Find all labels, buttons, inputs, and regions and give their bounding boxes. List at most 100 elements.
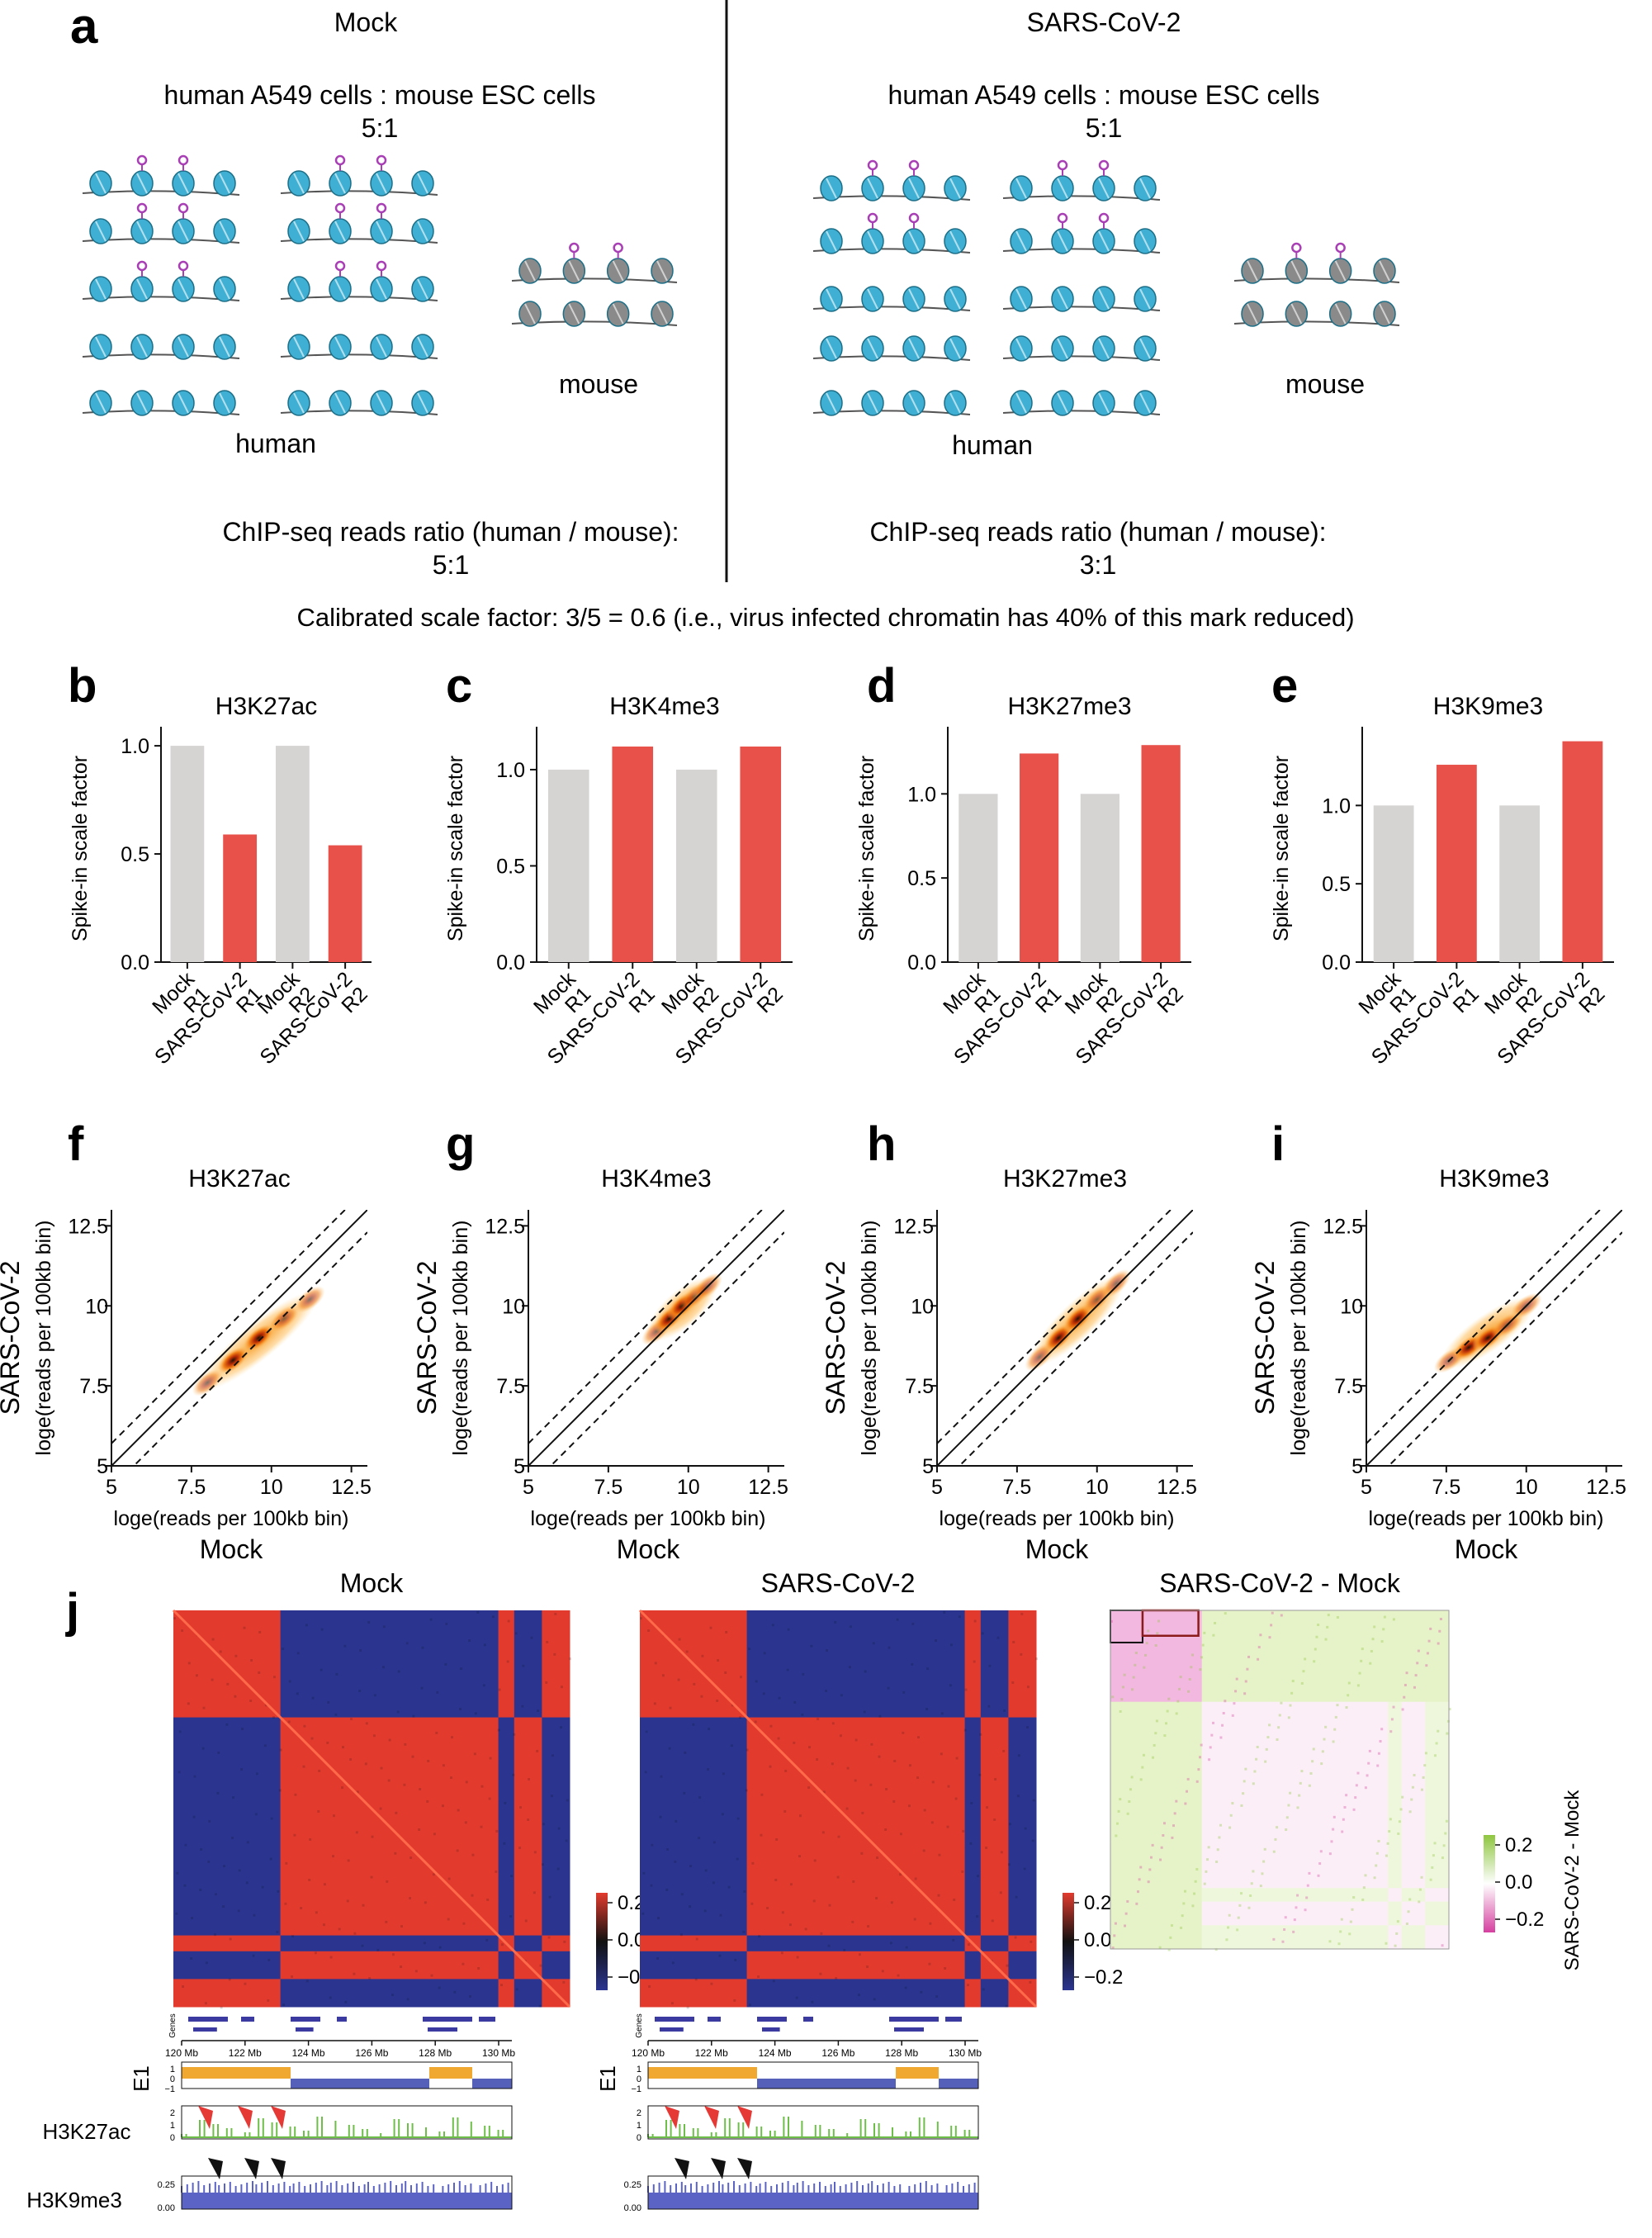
hic-noise bbox=[282, 2003, 285, 2007]
diff-noise bbox=[1209, 1746, 1212, 1749]
hic-noise bbox=[928, 1962, 931, 1965]
diff-noise bbox=[1172, 1824, 1176, 1828]
bar bbox=[328, 845, 362, 962]
diff-noise bbox=[1328, 1852, 1332, 1856]
hic-noise bbox=[533, 1891, 536, 1894]
hic-noise bbox=[686, 2006, 689, 2009]
hic-block bbox=[964, 1717, 982, 1937]
hic-block bbox=[1008, 1717, 1037, 1937]
diff-noise bbox=[1323, 1738, 1326, 1741]
diff-noise bbox=[1337, 1942, 1341, 1946]
hic-noise bbox=[1007, 1863, 1011, 1866]
hic-noise bbox=[905, 1946, 908, 1949]
hic-noise bbox=[373, 1694, 376, 1697]
black-arrowhead bbox=[675, 2158, 689, 2179]
hic-noise bbox=[245, 1881, 249, 1885]
hic-noise bbox=[214, 1893, 217, 1896]
hic-noise bbox=[730, 1744, 733, 1747]
hic-noise bbox=[700, 1695, 703, 1698]
gene-row2 bbox=[894, 2027, 924, 2032]
hic-noise bbox=[329, 1996, 332, 1999]
cov-ratio: 5:1 bbox=[1086, 113, 1122, 143]
genome-tracks: Genes 120 Mb 122 Mb 124 Mb 126 Mb 128 Mb 130 M… bbox=[26, 2013, 515, 2213]
hic-noise bbox=[748, 1648, 751, 1651]
hic-noise bbox=[317, 1809, 320, 1813]
hic-block bbox=[173, 1935, 282, 1952]
hic-noise bbox=[376, 1948, 380, 1951]
hic-noise bbox=[486, 1898, 490, 1901]
mock-ratio: 5:1 bbox=[362, 113, 398, 143]
diff-noise bbox=[1333, 1728, 1337, 1731]
hic-noise bbox=[296, 1652, 300, 1655]
diff-noise bbox=[1330, 1840, 1333, 1843]
hic-noise bbox=[937, 1894, 940, 1897]
hic-noise bbox=[967, 1984, 969, 1987]
diff-noise bbox=[1290, 1691, 1294, 1695]
hic-noise bbox=[707, 1768, 710, 1771]
hic-noise bbox=[771, 1624, 774, 1627]
scatter-title: H3K9me3 bbox=[1439, 1165, 1549, 1192]
nucleosome-stripe bbox=[826, 178, 837, 199]
diff-noise bbox=[1244, 1767, 1247, 1771]
hic-noise bbox=[404, 1743, 407, 1746]
nucleosome-stripe bbox=[293, 173, 305, 194]
hic-noise bbox=[386, 1880, 389, 1883]
offset-line bbox=[1366, 1210, 1602, 1444]
hic-noise bbox=[813, 1859, 817, 1862]
diff-noise bbox=[1244, 1680, 1247, 1683]
diff-noise bbox=[1237, 1916, 1240, 1919]
diff-noise bbox=[1277, 1726, 1280, 1729]
hic-noise bbox=[807, 1786, 811, 1790]
hic-noise bbox=[538, 2004, 542, 2008]
hic-noise bbox=[358, 1690, 362, 1692]
nucleosome-stripe bbox=[949, 230, 961, 252]
hic-noise bbox=[961, 1870, 964, 1873]
diff-noise bbox=[1345, 1706, 1348, 1709]
hic-noise bbox=[647, 1629, 651, 1633]
diff-noise bbox=[1287, 1804, 1290, 1807]
hic-noise bbox=[795, 1996, 798, 1999]
hic-noise bbox=[659, 1815, 662, 1818]
e1-tick: 1 bbox=[637, 2065, 641, 2074]
hic-noise bbox=[556, 1867, 560, 1871]
hic-noise bbox=[854, 1779, 857, 1782]
bar bbox=[959, 794, 998, 962]
hic-noise bbox=[757, 1975, 760, 1979]
hic-noise bbox=[1002, 1749, 1006, 1752]
hic-noise bbox=[916, 1776, 920, 1780]
hic-block bbox=[542, 1610, 570, 1719]
bar bbox=[547, 769, 589, 962]
diff-noise bbox=[1345, 1794, 1348, 1797]
diff-noise bbox=[1111, 1695, 1115, 1699]
hic-noise bbox=[981, 1632, 984, 1635]
hic-block bbox=[980, 1979, 1009, 2008]
diff-noise bbox=[1145, 1642, 1148, 1645]
hic-noise bbox=[651, 1843, 654, 1847]
hic-block bbox=[964, 1610, 982, 1719]
hic-noise bbox=[952, 1938, 955, 1942]
hic-noise bbox=[996, 1636, 1000, 1639]
nucleosome-stripe bbox=[1098, 230, 1110, 252]
hic-noise bbox=[199, 1888, 202, 1891]
gene-row1 bbox=[337, 2017, 347, 2022]
hic-noise bbox=[300, 1907, 303, 1910]
hic-noise bbox=[1026, 1686, 1030, 1689]
hic-block bbox=[1201, 1888, 1389, 1903]
diff-noise bbox=[1347, 1694, 1350, 1697]
hic-noise bbox=[718, 1954, 722, 1957]
hic-noise bbox=[1000, 1851, 1003, 1854]
hic-block bbox=[1110, 1925, 1203, 1950]
hic-noise bbox=[716, 1700, 719, 1702]
x-tick-label-line1: SARS-CoV-2 bbox=[150, 967, 252, 1069]
hic-block bbox=[280, 1935, 499, 1952]
hic-noise bbox=[846, 1766, 850, 1770]
hic-noise bbox=[858, 1953, 861, 1956]
hic-noise bbox=[291, 1935, 295, 1938]
hic-noise bbox=[878, 1714, 882, 1718]
hic-noise bbox=[551, 1754, 554, 1757]
hic-noise bbox=[1012, 1640, 1015, 1643]
hic-noise bbox=[769, 1724, 773, 1728]
hic-noise bbox=[500, 1984, 503, 1987]
